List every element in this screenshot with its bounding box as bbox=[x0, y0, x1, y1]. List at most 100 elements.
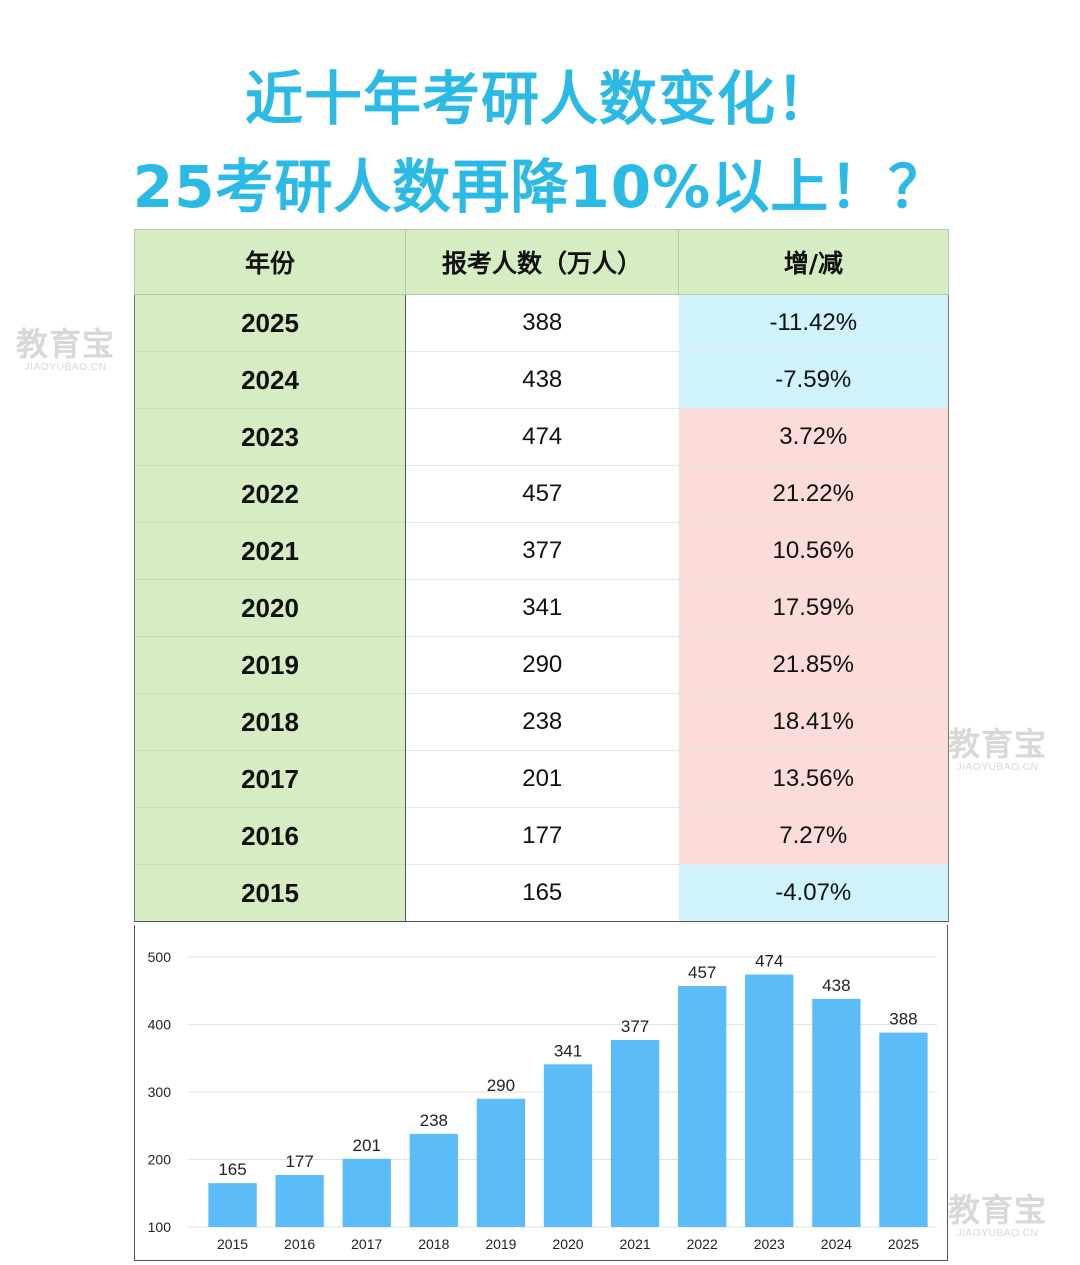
change-cell: -11.42% bbox=[678, 294, 949, 352]
count-cell: 238 bbox=[405, 693, 679, 751]
x-tick-label: 2015 bbox=[217, 1236, 248, 1252]
bar-value-label: 438 bbox=[822, 976, 850, 995]
bar bbox=[208, 1183, 257, 1227]
table-header-row: 年份 报考人数（万人） 增/减 bbox=[134, 229, 949, 295]
count-cell: 388 bbox=[405, 294, 679, 352]
table-row: 2023 474 3.72% bbox=[134, 408, 949, 466]
change-cell: 18.41% bbox=[678, 693, 949, 751]
bar-value-label: 165 bbox=[218, 1160, 246, 1179]
table-row: 2018 238 18.41% bbox=[134, 693, 949, 751]
bar bbox=[476, 1098, 526, 1227]
bar-value-label: 201 bbox=[353, 1136, 381, 1155]
x-tick-label: 2017 bbox=[351, 1236, 382, 1252]
bar-value-label: 388 bbox=[889, 1010, 917, 1029]
year-cell: 2025 bbox=[134, 294, 406, 352]
watermark-logo: 教育宝 JIAOYUBAO.CN bbox=[16, 328, 115, 373]
count-cell: 177 bbox=[405, 807, 679, 865]
bar-value-label: 457 bbox=[688, 963, 716, 982]
y-tick-label: 300 bbox=[148, 1084, 172, 1100]
bar-value-label: 474 bbox=[755, 952, 783, 971]
count-cell: 341 bbox=[405, 579, 679, 637]
applicants-table: 年份 报考人数（万人） 增/减 2025 388 -11.42% 2024 438 -7.… bbox=[134, 229, 949, 922]
bar bbox=[275, 1175, 324, 1227]
table-row: 2025 388 -11.42% bbox=[134, 294, 949, 352]
x-tick-label: 2018 bbox=[418, 1236, 449, 1252]
table-body: 2025 388 -11.42% 2024 438 -7.59% 2023 474 3.72% 2… bbox=[134, 294, 949, 922]
change-cell: 7.27% bbox=[678, 807, 949, 865]
year-cell: 2016 bbox=[134, 807, 406, 865]
count-cell: 165 bbox=[405, 864, 679, 922]
x-tick-label: 2022 bbox=[687, 1236, 718, 1252]
bar-value-label: 377 bbox=[621, 1017, 649, 1036]
page-title-line2: 25考研人数再降10%以上！？ bbox=[132, 153, 948, 221]
year-cell: 2019 bbox=[134, 636, 406, 694]
change-cell: -4.07% bbox=[678, 864, 949, 922]
year-cell: 2020 bbox=[134, 579, 406, 637]
x-tick-label: 2024 bbox=[821, 1236, 852, 1252]
count-cell: 474 bbox=[405, 408, 679, 466]
watermark-text: 教育宝 bbox=[948, 725, 1048, 763]
table-row: 2019 290 21.85% bbox=[134, 636, 949, 694]
watermark-logo: 教育宝 JIAOYUBAO.CN bbox=[948, 1194, 1047, 1239]
table-row: 2020 341 17.59% bbox=[134, 579, 949, 637]
y-tick-label: 500 bbox=[148, 949, 172, 965]
year-cell: 2018 bbox=[134, 693, 406, 751]
bar bbox=[610, 1040, 660, 1227]
bar bbox=[879, 1032, 928, 1227]
table-row: 2017 201 13.56% bbox=[134, 750, 949, 808]
x-tick-label: 2021 bbox=[620, 1236, 651, 1252]
table-row: 2022 457 21.22% bbox=[134, 465, 949, 523]
header-count: 报考人数（万人） bbox=[405, 229, 679, 295]
bar-chart: 100 200 300 400 500 165 2015 177 2016 201 2017 238 2… bbox=[134, 925, 948, 1261]
count-cell: 201 bbox=[405, 750, 679, 808]
watermark-subtext: JIAOYUBAO.CN bbox=[956, 1227, 1039, 1239]
table-row: 2024 438 -7.59% bbox=[134, 351, 949, 409]
change-cell: 21.85% bbox=[678, 636, 949, 694]
bar bbox=[543, 1064, 593, 1227]
count-cell: 438 bbox=[405, 351, 679, 409]
year-cell: 2024 bbox=[134, 351, 406, 409]
y-tick-label: 200 bbox=[148, 1152, 172, 1168]
watermark-text: 教育宝 bbox=[16, 325, 116, 363]
bar bbox=[812, 998, 861, 1227]
table-row: 2016 177 7.27% bbox=[134, 807, 949, 865]
x-tick-label: 2016 bbox=[284, 1236, 315, 1252]
table-row: 2015 165 -4.07% bbox=[134, 864, 949, 922]
x-tick-label: 2023 bbox=[754, 1236, 785, 1252]
count-cell: 290 bbox=[405, 636, 679, 694]
year-cell: 2017 bbox=[134, 750, 406, 808]
bar-value-label: 177 bbox=[285, 1152, 313, 1171]
header-change: 增/减 bbox=[678, 229, 949, 295]
change-cell: 10.56% bbox=[678, 522, 949, 580]
year-cell: 2021 bbox=[134, 522, 406, 580]
change-cell: 13.56% bbox=[678, 750, 949, 808]
page-title-line1: 近十年考研人数变化！ bbox=[244, 65, 835, 133]
count-cell: 377 bbox=[405, 522, 679, 580]
change-cell: -7.59% bbox=[678, 351, 949, 409]
change-cell: 17.59% bbox=[678, 579, 949, 637]
year-cell: 2015 bbox=[134, 864, 406, 922]
change-cell: 3.72% bbox=[678, 408, 949, 466]
change-cell: 21.22% bbox=[678, 465, 949, 523]
watermark-subtext: JIAOYUBAO.CN bbox=[24, 361, 107, 373]
x-tick-label: 2019 bbox=[485, 1236, 516, 1252]
watermark-logo: 教育宝 JIAOYUBAO.CN bbox=[948, 728, 1047, 773]
table-row: 2021 377 10.56% bbox=[134, 522, 949, 580]
bar bbox=[342, 1158, 391, 1227]
header-year: 年份 bbox=[134, 229, 406, 295]
year-cell: 2022 bbox=[134, 465, 406, 523]
watermark-text: 教育宝 bbox=[948, 1191, 1048, 1229]
bar bbox=[745, 974, 794, 1227]
bar-chart-svg: 100 200 300 400 500 165 2015 177 2016 201 2017 238 2… bbox=[148, 949, 937, 1252]
bar bbox=[678, 986, 727, 1227]
y-tick-label: 100 bbox=[148, 1219, 172, 1235]
watermark-subtext: JIAOYUBAO.CN bbox=[956, 761, 1039, 773]
y-tick-label: 400 bbox=[148, 1017, 172, 1033]
bar-value-label: 341 bbox=[554, 1041, 582, 1060]
year-cell: 2023 bbox=[134, 408, 406, 466]
bar-value-label: 290 bbox=[487, 1076, 515, 1095]
bar-value-label: 238 bbox=[420, 1111, 448, 1130]
bar bbox=[409, 1133, 458, 1227]
x-tick-label: 2025 bbox=[888, 1236, 919, 1252]
x-tick-label: 2020 bbox=[552, 1236, 583, 1252]
